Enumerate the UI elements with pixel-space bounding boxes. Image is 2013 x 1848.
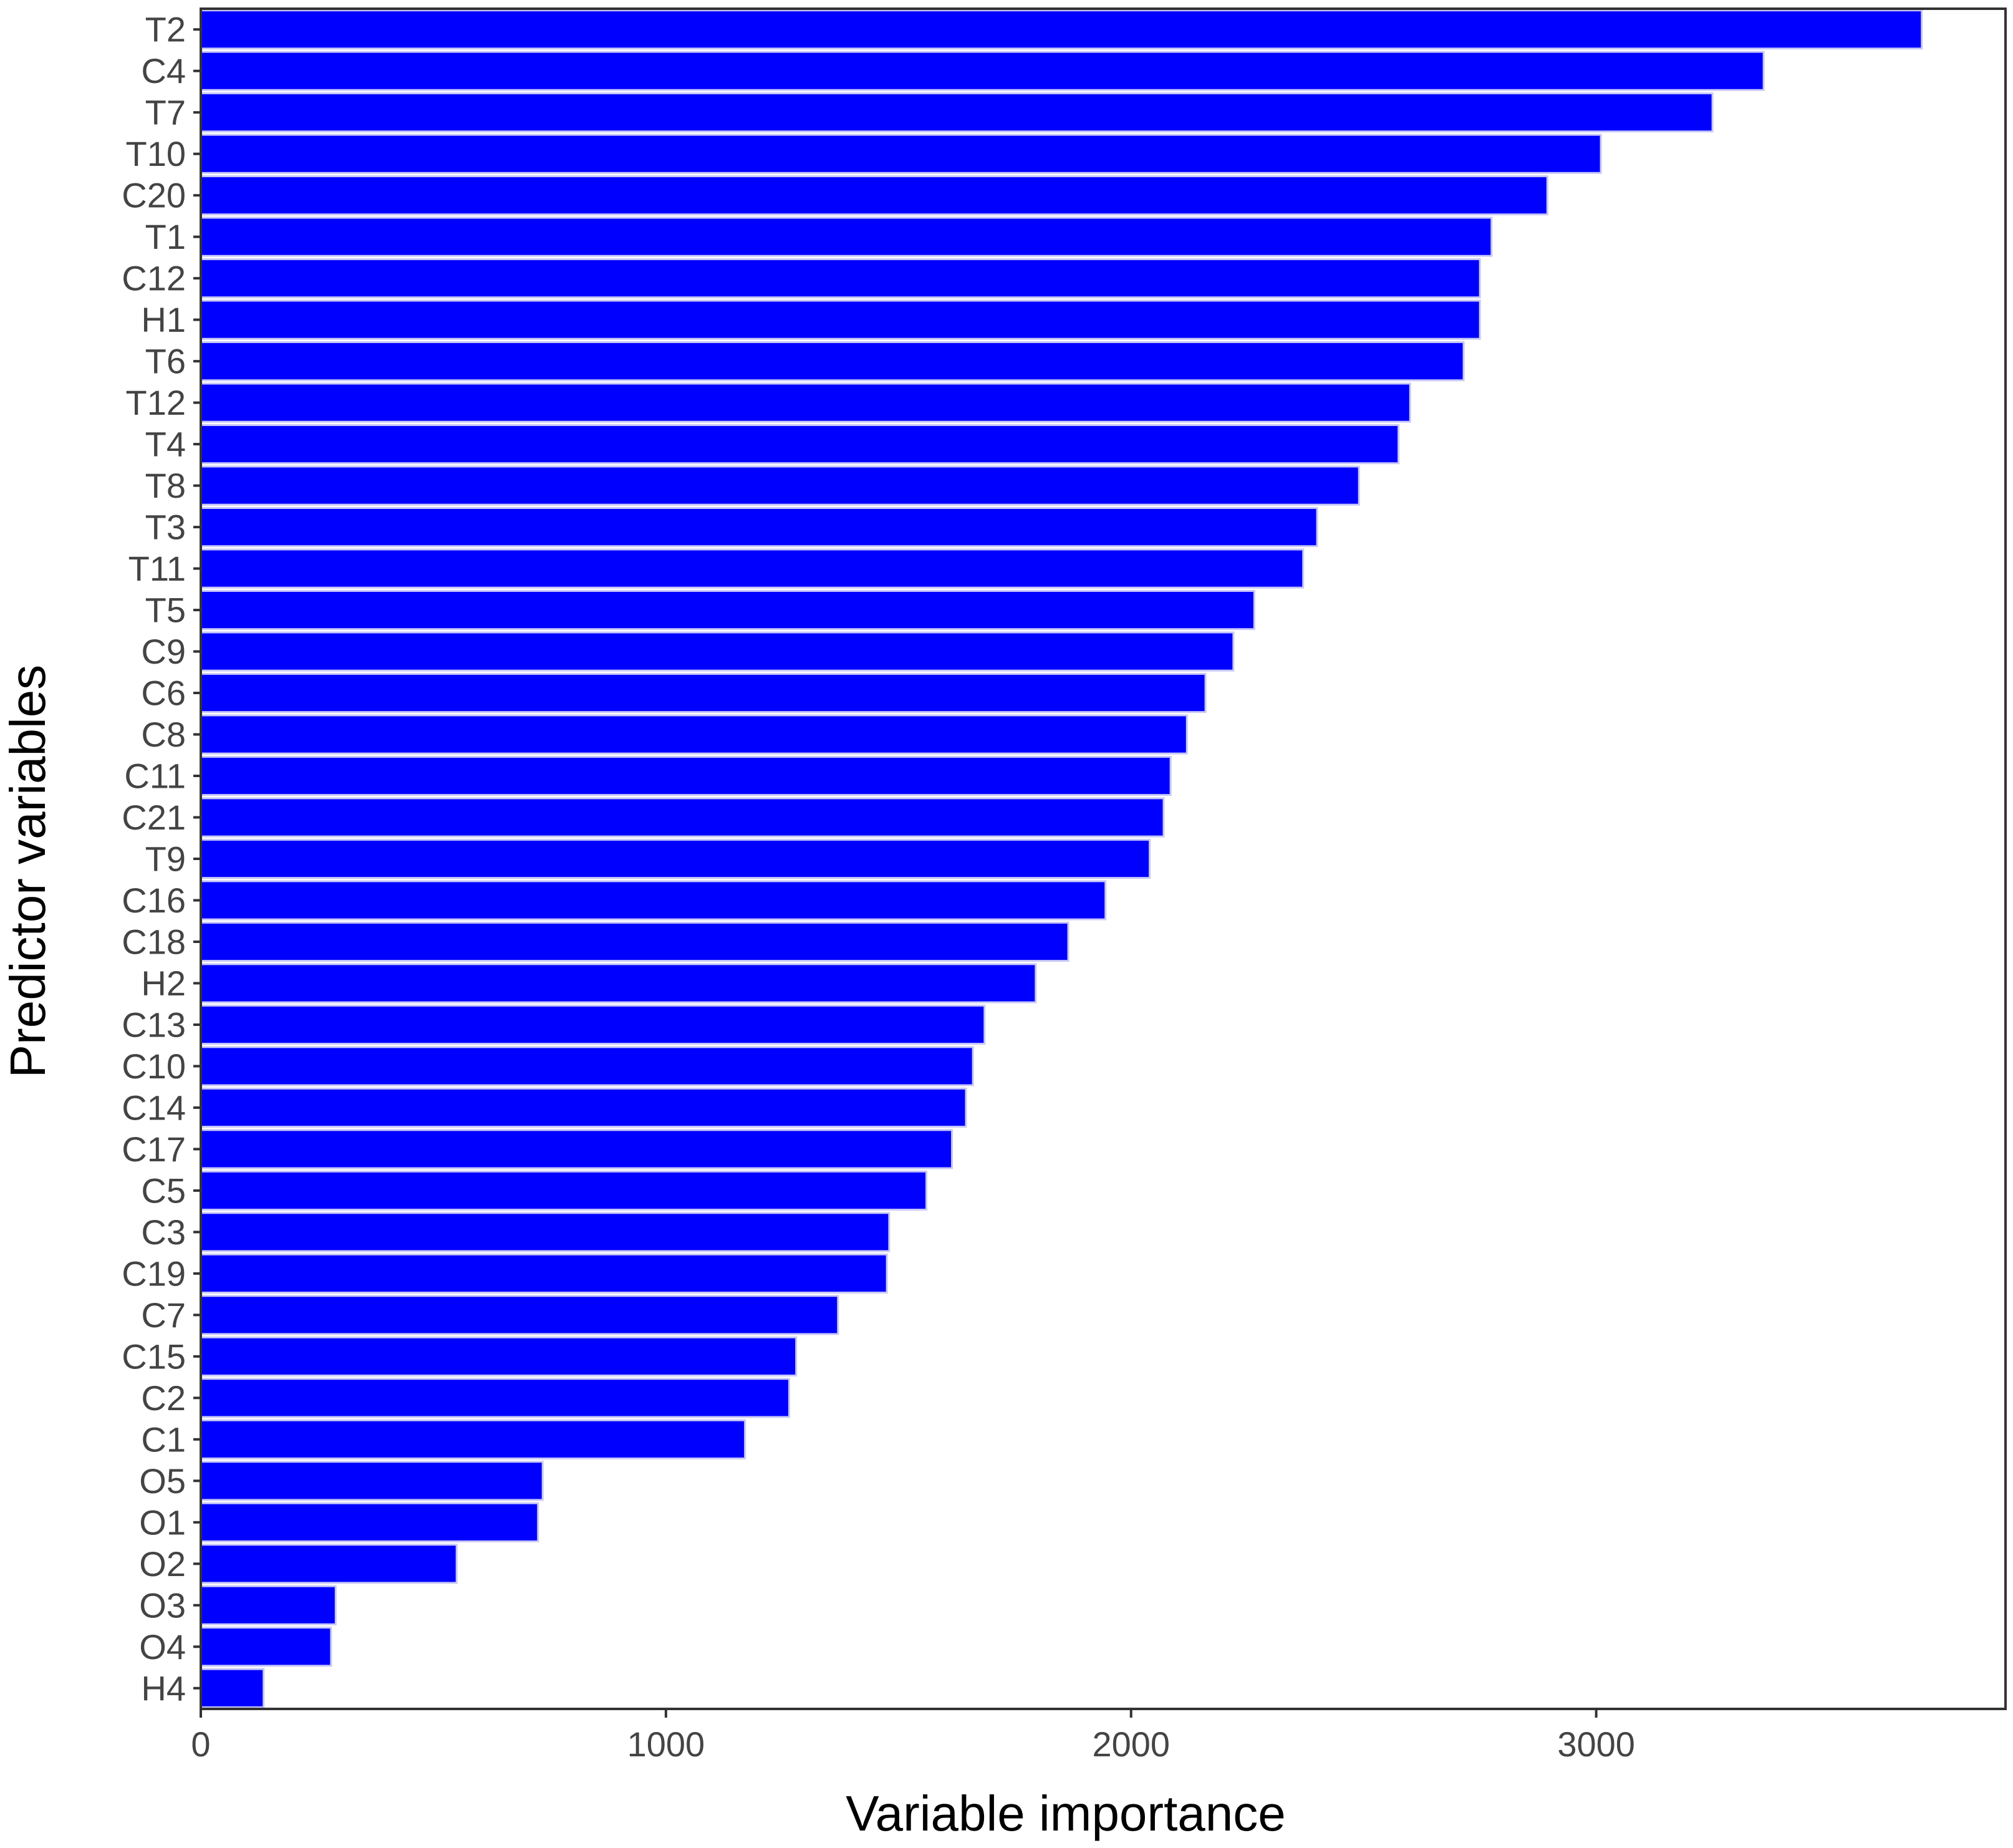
bar-c21	[200, 797, 1165, 838]
y-tick-label: T6	[145, 342, 186, 381]
y-tick-label: C14	[122, 1088, 186, 1127]
bar-t1	[200, 216, 1493, 257]
y-tick-label: C15	[122, 1337, 186, 1376]
bar-c3	[200, 1212, 891, 1252]
bar-h2	[200, 963, 1037, 1004]
y-tick-label: C1	[141, 1420, 186, 1459]
y-tick-label: T11	[128, 549, 186, 588]
bar-t9	[200, 838, 1151, 879]
y-tick-label: C8	[141, 715, 186, 754]
bar-t6	[200, 341, 1465, 382]
y-tick-label: T4	[145, 425, 186, 464]
bar-t7	[200, 92, 1714, 133]
bar-c20	[200, 175, 1548, 216]
y-tick-label: C11	[124, 757, 186, 796]
bar-c9	[200, 631, 1235, 672]
y-tick-label: T5	[145, 591, 186, 630]
bar-t3	[200, 507, 1318, 548]
plot-panel-border	[200, 7, 2007, 1710]
bar-c19	[200, 1253, 888, 1294]
y-tick-label: O5	[139, 1461, 186, 1501]
y-tick-label: C5	[141, 1171, 186, 1210]
y-tick-label: H2	[141, 964, 186, 1003]
bar-t4	[200, 424, 1400, 465]
y-tick-label: T7	[145, 93, 186, 132]
x-tick-label: 2000	[1092, 1725, 1170, 1764]
bar-c6	[200, 672, 1207, 714]
y-tick-label: T12	[126, 383, 186, 422]
x-tick-label: 1000	[627, 1725, 705, 1764]
bar-c8	[200, 714, 1188, 755]
bar-o1	[200, 1502, 539, 1542]
bar-c4	[200, 51, 1765, 91]
y-tick-label: C13	[122, 1005, 186, 1044]
y-tick-label: C6	[141, 674, 186, 713]
bar-o4	[200, 1627, 332, 1667]
bar-c14	[200, 1087, 967, 1128]
bar-o3	[200, 1585, 337, 1625]
y-tick-label: H1	[141, 300, 186, 339]
bar-c18	[200, 921, 1069, 962]
bar-c5	[200, 1170, 928, 1211]
y-tick-label: O2	[139, 1544, 186, 1584]
y-tick-label: C18	[122, 922, 186, 961]
bars-group	[200, 9, 1923, 1708]
bar-o2	[200, 1544, 458, 1584]
y-tick-label: O1	[139, 1502, 186, 1542]
y-tick-label: C3	[141, 1212, 186, 1252]
y-tick-label: C21	[122, 798, 186, 837]
y-tick-label: O4	[139, 1627, 186, 1667]
y-tick-label: C9	[141, 632, 186, 671]
x-ticks: 0 1000 2000 3000	[191, 1709, 1635, 1764]
y-tick-label: C7	[141, 1295, 186, 1335]
bar-t8	[200, 465, 1360, 506]
bar-c17	[200, 1129, 953, 1169]
y-tick-label: C2	[141, 1378, 186, 1418]
y-tick-label: C19	[122, 1254, 186, 1293]
bar-c13	[200, 1004, 986, 1045]
bar-c12	[200, 258, 1481, 299]
bar-t11	[200, 548, 1305, 589]
bar-h1	[200, 299, 1481, 340]
y-tick-label: C12	[122, 259, 186, 298]
y-tick-label: T2	[145, 10, 186, 49]
x-tick-label: 0	[191, 1725, 210, 1764]
bar-c16	[200, 880, 1107, 921]
bar-o5	[200, 1461, 544, 1501]
bar-t10	[200, 133, 1602, 174]
bar-t12	[200, 382, 1411, 423]
x-axis-title: Variable importance	[846, 1786, 1286, 1841]
y-tick-labels: T2C4T7T10C20T1C12H1T6T12T4T8T3T11T5C9C6C…	[122, 10, 186, 1708]
bar-c1	[200, 1419, 746, 1459]
bar-c10	[200, 1046, 974, 1086]
x-tick-label: 3000	[1557, 1725, 1635, 1764]
bar-t2	[200, 9, 1923, 50]
y-tick-label: T3	[145, 508, 186, 547]
y-tick-label: T10	[126, 134, 186, 173]
bar-c15	[200, 1336, 798, 1376]
y-axis-title: Predictor variables	[0, 665, 56, 1078]
y-tick-label: C17	[122, 1130, 186, 1169]
bar-c11	[200, 755, 1172, 796]
y-tick-label: C10	[122, 1047, 186, 1086]
bar-t5	[200, 589, 1255, 631]
y-tick-label: O3	[139, 1585, 186, 1625]
bar-c2	[200, 1378, 791, 1418]
y-tick-label: T8	[145, 466, 186, 505]
y-tick-label: C20	[122, 176, 186, 215]
bar-h4	[200, 1668, 265, 1708]
y-tick-label: T9	[145, 839, 186, 879]
bar-c7	[200, 1295, 839, 1335]
y-tick-label: H4	[141, 1668, 186, 1708]
y-tick-label: C4	[141, 51, 186, 90]
y-tick-label: C16	[122, 881, 186, 920]
y-tick-label: T1	[145, 217, 186, 256]
